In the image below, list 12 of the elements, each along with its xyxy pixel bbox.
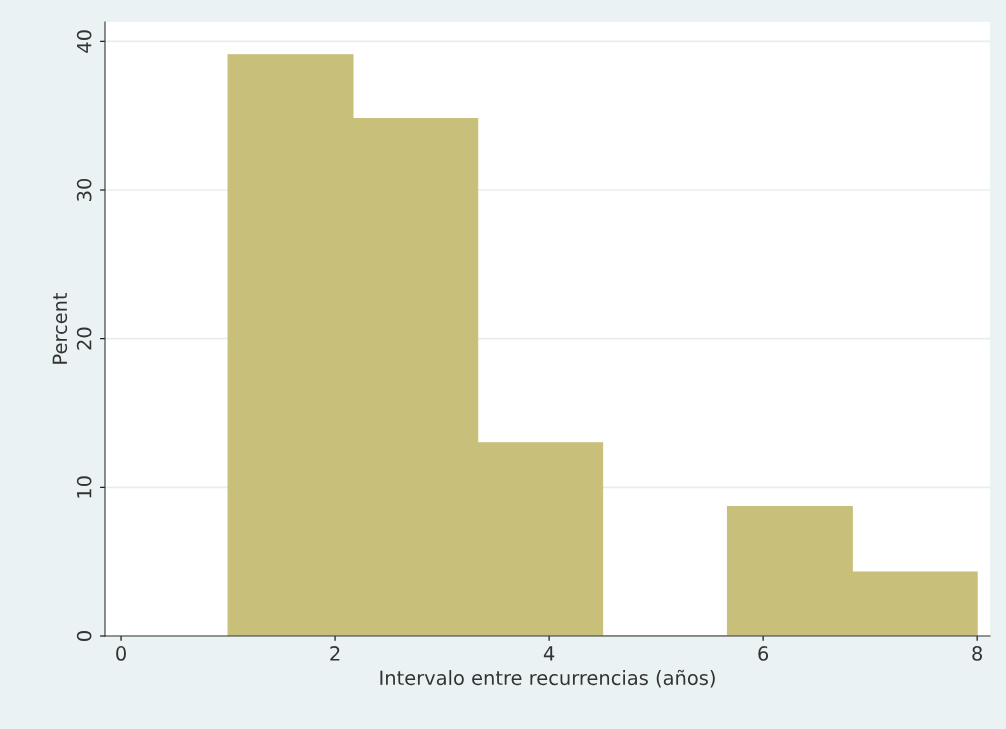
y-tick-label: 20 [76, 327, 92, 350]
x-tick-label: 0 [116, 646, 126, 661]
y-tick-label: 40 [76, 30, 92, 53]
x-tick-label: 4 [543, 646, 555, 661]
y-tick-label: 30 [76, 178, 92, 201]
y-axis-title: Percent [52, 292, 68, 364]
x-tick-label: 2 [330, 646, 340, 661]
x-tick-label: 6 [758, 646, 769, 661]
y-tick-label: 0 [76, 631, 92, 641]
y-tick-label: 10 [76, 476, 92, 498]
x-axis-title: Intervalo entre recurrencias (años) [380, 669, 715, 688]
x-tick-label: 8 [972, 646, 983, 661]
